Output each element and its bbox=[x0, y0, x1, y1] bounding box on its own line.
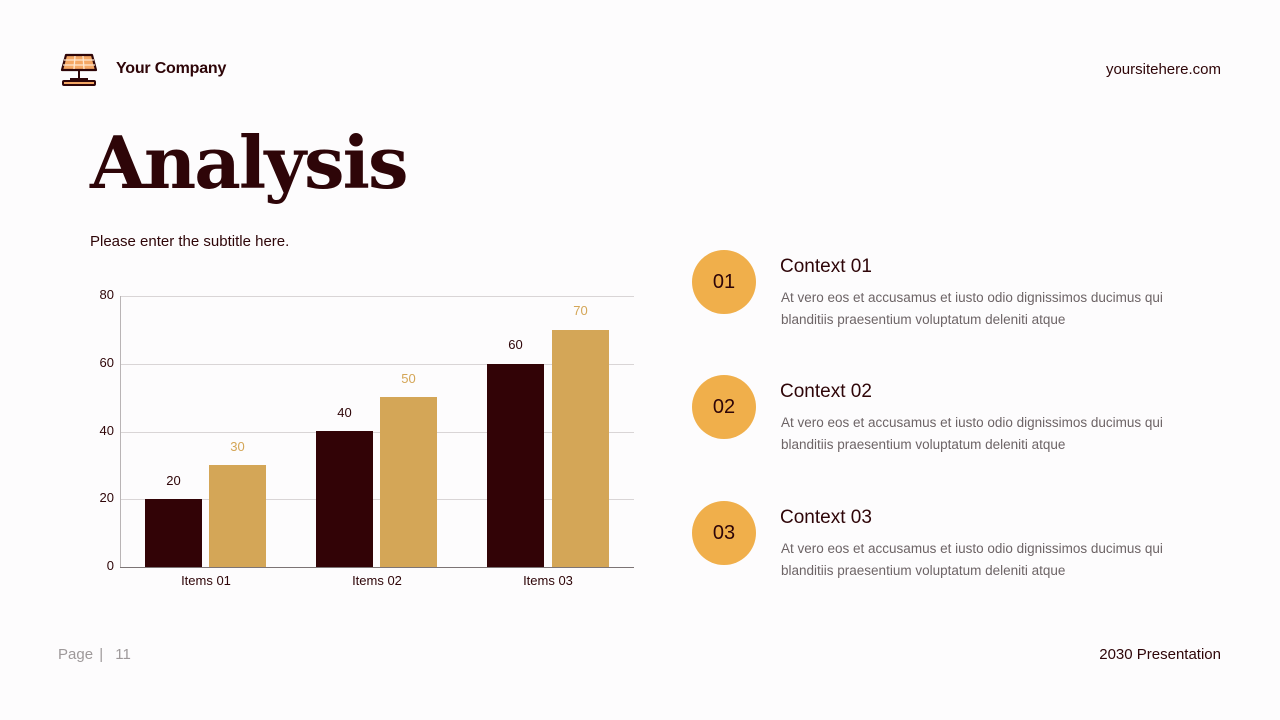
value-label: 60 bbox=[508, 337, 523, 352]
gridline bbox=[120, 364, 634, 365]
value-label: 70 bbox=[573, 303, 588, 318]
x-label: Items 01 bbox=[181, 573, 231, 588]
context-item: 02 Context 02 At vero eos et accusamus e… bbox=[692, 375, 1192, 452]
gridline bbox=[120, 499, 634, 500]
page-title: Analysis bbox=[90, 120, 408, 205]
bar-items01-series2 bbox=[209, 465, 266, 567]
y-tick: 0 bbox=[106, 558, 114, 573]
number-badge: 03 bbox=[692, 501, 756, 565]
value-label: 50 bbox=[401, 371, 416, 386]
bar-items03-series2 bbox=[552, 330, 609, 567]
context-description: At vero eos et accusamus et iusto odio d… bbox=[781, 541, 1163, 578]
bar-items02-series1 bbox=[316, 431, 373, 567]
number-badge: 01 bbox=[692, 250, 756, 314]
page-number: 11 bbox=[115, 646, 131, 663]
y-tick: 40 bbox=[99, 423, 114, 438]
gridline bbox=[120, 296, 634, 297]
solar-panel-icon bbox=[60, 53, 98, 86]
page-label: Page bbox=[58, 646, 94, 663]
x-label: Items 02 bbox=[352, 573, 402, 588]
context-title: Context 03 bbox=[780, 507, 872, 528]
context-description: At vero eos et accusamus et iusto odio d… bbox=[781, 290, 1163, 327]
context-title: Context 01 bbox=[780, 256, 872, 277]
separator: | bbox=[99, 646, 104, 663]
number-badge: 02 bbox=[692, 375, 756, 439]
y-axis bbox=[120, 296, 121, 567]
page-indicator: Page | 11 bbox=[58, 646, 131, 663]
context-description: At vero eos et accusamus et iusto odio d… bbox=[781, 415, 1163, 452]
value-label: 40 bbox=[337, 405, 352, 420]
y-tick: 20 bbox=[99, 490, 114, 505]
context-title: Context 02 bbox=[780, 381, 872, 402]
bar-items02-series2 bbox=[380, 397, 437, 567]
y-tick: 80 bbox=[99, 287, 114, 302]
presentation-label: 2030 Presentation bbox=[1099, 646, 1221, 663]
context-item: 01 Context 01 At vero eos et accusamus e… bbox=[692, 250, 1192, 327]
gridline bbox=[120, 432, 634, 433]
website-link[interactable]: yoursitehere.com bbox=[1105, 61, 1221, 78]
page-subtitle: Please enter the subtitle here. bbox=[90, 233, 290, 250]
x-axis bbox=[120, 567, 634, 568]
y-tick: 60 bbox=[99, 355, 114, 370]
context-item: 03 Context 03 At vero eos et accusamus e… bbox=[692, 501, 1192, 578]
value-label: 20 bbox=[166, 473, 181, 488]
company-name: Your Company bbox=[116, 60, 227, 77]
bar-items03-series1 bbox=[487, 364, 544, 567]
bar-chart: 80 60 40 20 0 20 30 40 50 60 70 Items 01… bbox=[80, 285, 640, 605]
value-label: 30 bbox=[230, 439, 245, 454]
x-label: Items 03 bbox=[523, 573, 573, 588]
bar-items01-series1 bbox=[145, 499, 202, 567]
